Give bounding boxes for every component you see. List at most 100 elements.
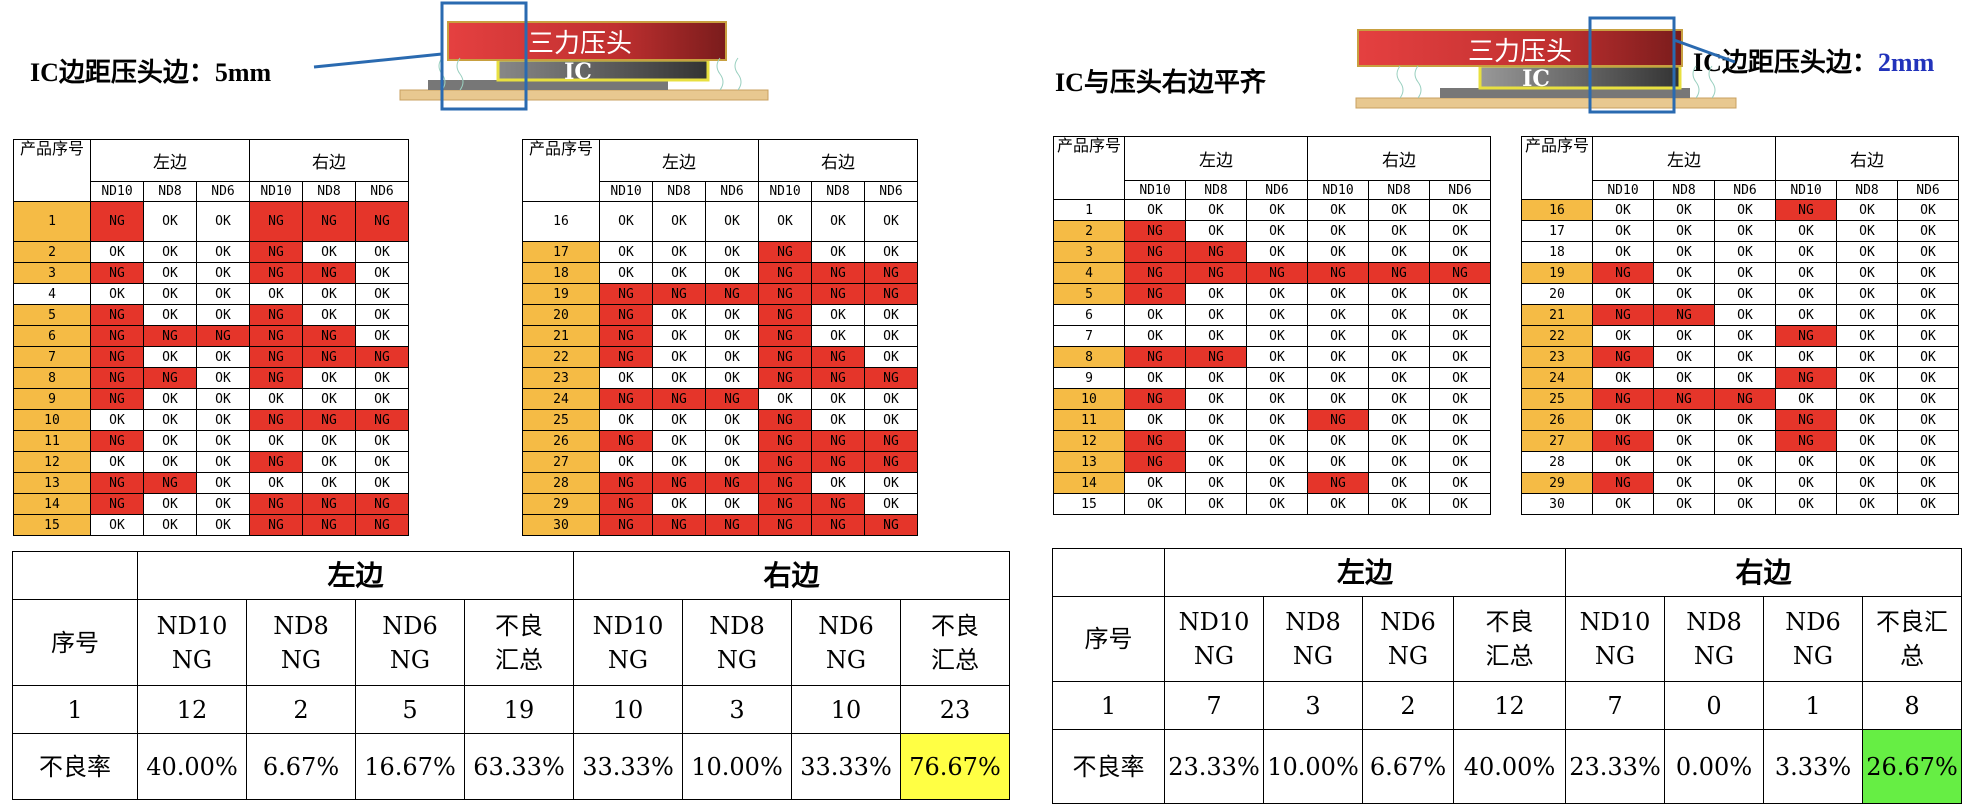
- result-cell: OK: [1653, 346, 1715, 368]
- result-cell: OK: [1429, 325, 1491, 347]
- table-row: 2 OK OK OK NG OK OK: [13, 241, 409, 263]
- result-cell: NG: [302, 325, 356, 347]
- result-cell: OK: [1836, 430, 1898, 452]
- result-cell: OK: [1124, 409, 1186, 431]
- result-cell: OK: [302, 388, 356, 410]
- result-cell: OK: [1368, 367, 1430, 389]
- result-cell: OK: [355, 388, 409, 410]
- result-cell: OK: [1246, 451, 1308, 473]
- result-cell: NG: [758, 367, 812, 389]
- result-cell: NG: [758, 430, 812, 452]
- row-index: 28: [1521, 451, 1593, 473]
- result-cell: OK: [1429, 409, 1491, 431]
- row-index: 17: [1521, 220, 1593, 242]
- result-cell: NG: [1185, 346, 1247, 368]
- group-left-header: 左边: [1592, 136, 1776, 181]
- summary-subheader-line: ND8: [709, 611, 765, 640]
- result-cell: NG: [599, 514, 653, 536]
- row-index: 22: [522, 346, 600, 368]
- result-cell: NG: [811, 346, 865, 368]
- result-cell: OK: [1592, 409, 1654, 431]
- summary-subheader-line: NG: [1693, 642, 1735, 670]
- row-index: 9: [13, 388, 91, 410]
- result-cell: OK: [864, 493, 918, 515]
- group-right-header: 右边: [1307, 136, 1491, 181]
- summary-rate-cell: 33.33%: [791, 733, 901, 800]
- table-row: 2 NG OK OK OK OK OK: [1053, 220, 1491, 242]
- sub-header-cell: ND10: [90, 181, 144, 202]
- row-index: 17: [522, 241, 600, 263]
- summary-group-row: 左边 右边: [12, 551, 1010, 600]
- summary-subheader-line: 汇总: [495, 645, 543, 674]
- result-cell: OK: [1714, 283, 1776, 305]
- result-cell: OK: [355, 367, 409, 389]
- result-cell: NG: [599, 283, 653, 305]
- result-cell: OK: [1429, 283, 1491, 305]
- summary-rate-label: 不良率: [1052, 729, 1165, 804]
- result-cell: NG: [758, 346, 812, 368]
- table-row: 3 NG NG OK OK OK OK: [1053, 241, 1491, 263]
- summary-rate-cell: 63.33%: [464, 733, 574, 800]
- row-index: 20: [1521, 283, 1593, 305]
- result-cell: NG: [249, 409, 303, 431]
- result-cell: OK: [652, 493, 706, 515]
- result-cell: OK: [1775, 220, 1837, 242]
- ng-grid-table: 产品序号 左边 右边 ND10 ND8 ND6 ND10 ND8 ND6 1 NG OK OK NG NG N…: [13, 139, 409, 536]
- result-cell: NG: [599, 388, 653, 410]
- sub-header-cell: ND6: [705, 181, 759, 202]
- result-cell: OK: [1836, 472, 1898, 494]
- row-index: 30: [1521, 493, 1593, 515]
- summary-count-row: 1 12 2 5 19 10 3 10 23: [12, 685, 1010, 734]
- result-cell: OK: [1124, 325, 1186, 347]
- result-cell: OK: [1185, 367, 1247, 389]
- result-cell: OK: [1897, 346, 1959, 368]
- result-cell: OK: [1714, 220, 1776, 242]
- table-row: 3 NG OK OK NG NG OK: [13, 262, 409, 284]
- result-cell: OK: [864, 241, 918, 263]
- result-cell: OK: [1714, 409, 1776, 431]
- result-cell: OK: [196, 241, 250, 263]
- right-press-illustration: 三力压头 IC: [1350, 10, 1740, 114]
- summary-subheader-line: NG: [825, 645, 867, 674]
- table-row: 15 OK OK OK NG NG NG: [13, 514, 409, 536]
- sub-header-cell: ND8: [652, 181, 706, 202]
- summary-rate-label: 不良率: [12, 733, 138, 800]
- result-cell: OK: [1307, 388, 1369, 410]
- result-cell: OK: [1246, 346, 1308, 368]
- result-cell: OK: [1368, 220, 1430, 242]
- result-cell: NG: [1775, 367, 1837, 389]
- result-cell: NG: [355, 346, 409, 368]
- result-cell: OK: [1653, 430, 1715, 452]
- summary-index-header: 序号: [1052, 596, 1165, 682]
- result-cell: OK: [143, 493, 197, 515]
- result-cell: OK: [1307, 430, 1369, 452]
- result-cell: OK: [652, 409, 706, 431]
- result-cell: OK: [1307, 367, 1369, 389]
- result-cell: OK: [1368, 472, 1430, 494]
- summary-rate-cell: 40.00%: [137, 733, 247, 800]
- result-cell: NG: [1775, 325, 1837, 347]
- result-cell: OK: [1124, 304, 1186, 326]
- result-cell: OK: [1429, 430, 1491, 452]
- result-cell: OK: [811, 409, 865, 431]
- result-cell: OK: [1775, 472, 1837, 494]
- table-row: 23 NG OK OK OK OK OK: [1521, 346, 1959, 368]
- table-row: 27 OK OK OK NG NG NG: [522, 451, 918, 473]
- sub-header-cell: ND6: [355, 181, 409, 202]
- row-index: 28: [522, 472, 600, 494]
- result-cell: OK: [758, 201, 812, 242]
- result-cell: OK: [249, 388, 303, 410]
- summary-count-cell: 1: [1763, 681, 1863, 730]
- summary-blank-cell: [1052, 548, 1165, 597]
- table-row: 26 OK OK OK NG OK OK: [1521, 409, 1959, 431]
- result-cell: OK: [758, 388, 812, 410]
- summary-count-cell: 2: [1362, 681, 1454, 730]
- summary-rate-cell: 40.00%: [1453, 729, 1566, 804]
- summary-subheader-row: 序号 ND10 NG ND8 NG ND6 NG 不良 汇总 ND10 NG ND8 NG ND6 NG 不良…: [1052, 596, 1962, 682]
- result-cell: NG: [90, 304, 144, 326]
- result-cell: OK: [1124, 199, 1186, 221]
- table-row: 29 NG OK OK NG NG OK: [522, 493, 918, 515]
- result-cell: OK: [1429, 241, 1491, 263]
- result-cell: OK: [1836, 409, 1898, 431]
- summary-subheader-cell: 不良汇总: [1453, 596, 1566, 682]
